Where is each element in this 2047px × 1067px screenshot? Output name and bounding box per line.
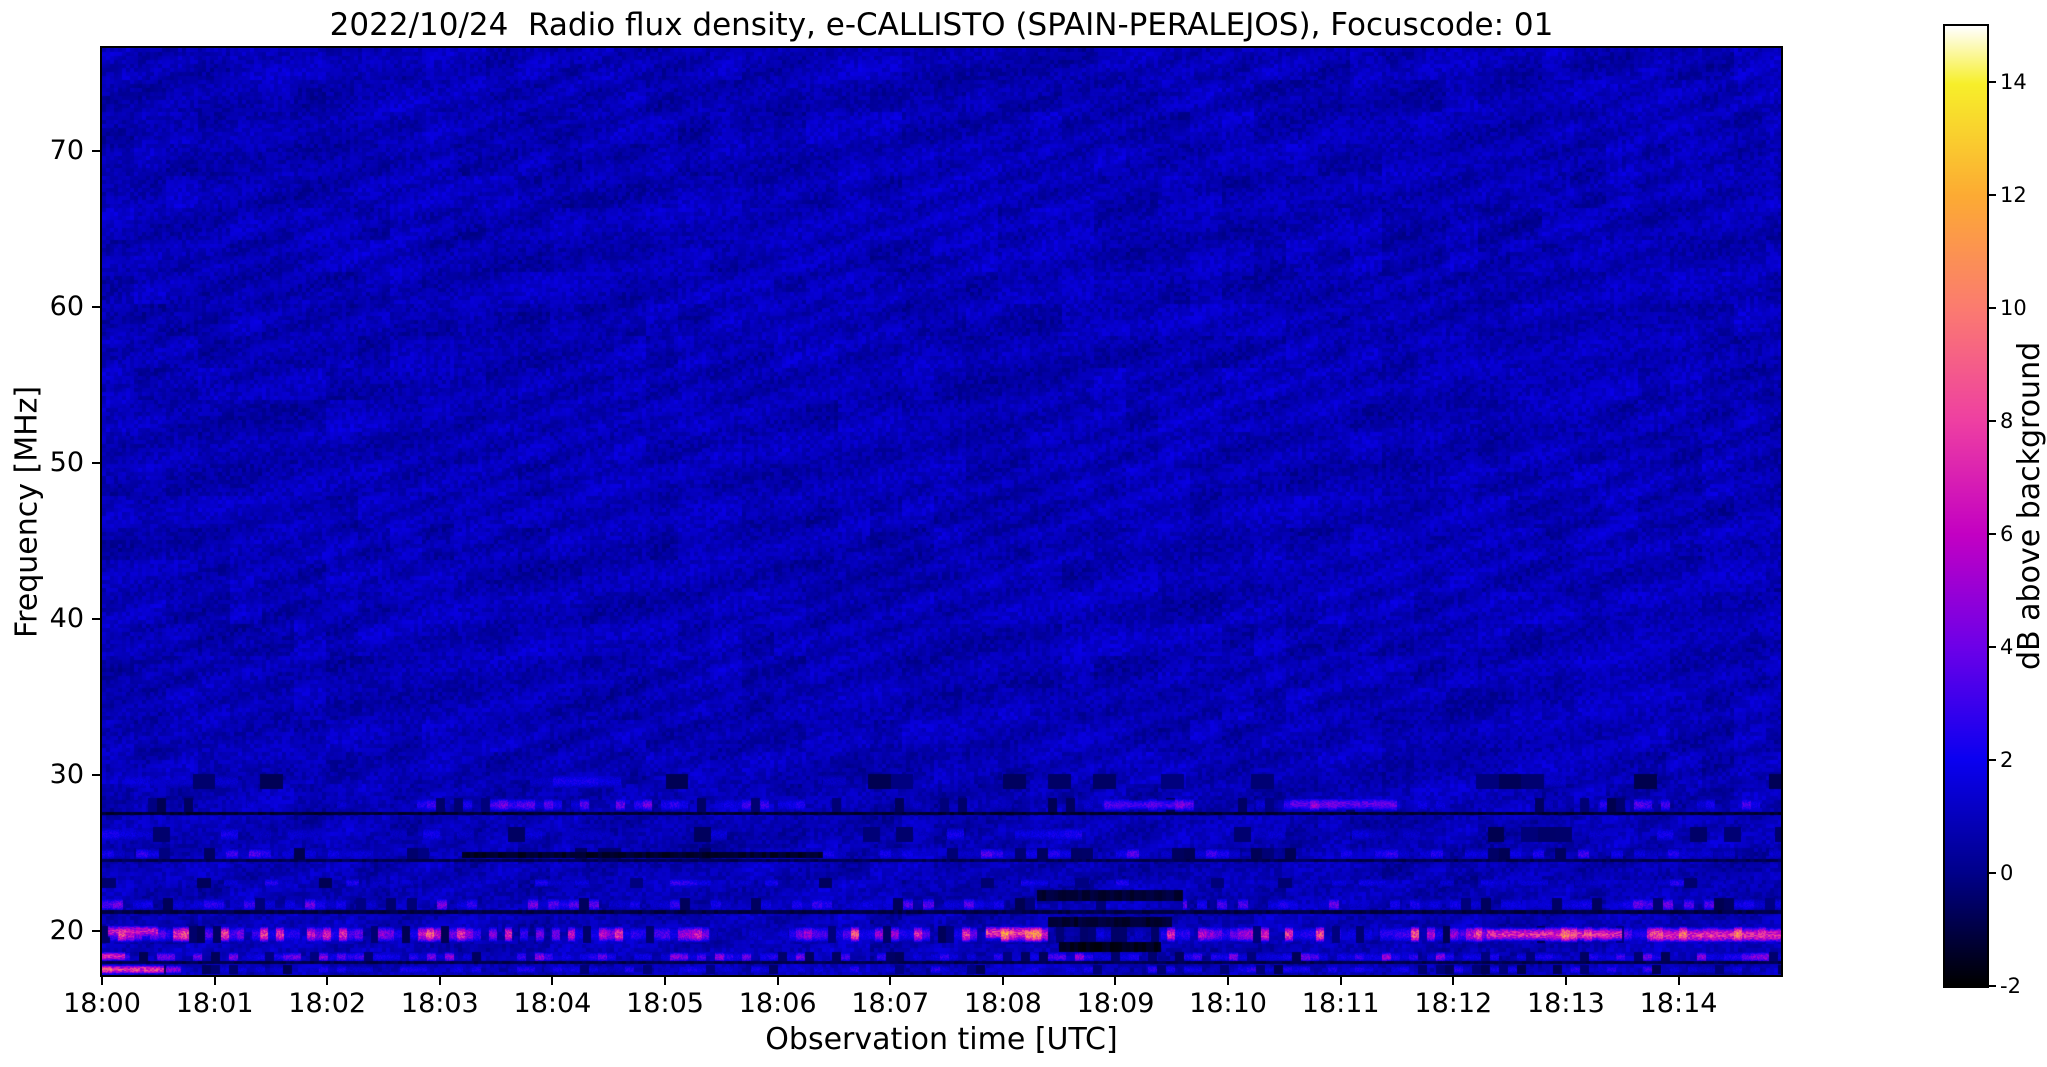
colorbar-tick-mark xyxy=(1989,420,1996,423)
colorbar-tick-mark xyxy=(1989,985,1996,987)
x-tick-label: 18:01 xyxy=(175,988,254,1019)
colorbar-label: dB above background xyxy=(2012,341,2047,671)
colorbar-tick-mark xyxy=(1989,646,1996,649)
x-tick-label: 18:11 xyxy=(1301,988,1380,1019)
x-tick-mark xyxy=(438,977,441,985)
x-tick-label: 18:10 xyxy=(1189,988,1267,1019)
colorbar-tick-mark xyxy=(1989,81,1996,84)
colorbar-tick-mark xyxy=(1989,872,1996,875)
x-tick-label: 18:07 xyxy=(851,988,930,1019)
y-tick-mark xyxy=(92,462,100,465)
x-axis-label: Observation time [UTC] xyxy=(765,1022,1118,1057)
x-tick-label: 18:09 xyxy=(1076,988,1155,1019)
y-tick-mark xyxy=(92,306,100,309)
x-tick-label: 18:06 xyxy=(738,988,817,1019)
x-tick-mark xyxy=(326,977,329,985)
x-tick-label: 18:12 xyxy=(1414,988,1493,1019)
x-tick-mark xyxy=(1339,977,1342,985)
x-tick-mark xyxy=(1227,977,1230,985)
x-tick-mark xyxy=(889,977,892,985)
colorbar-tick-mark xyxy=(1989,194,1996,197)
x-tick-mark xyxy=(1677,977,1680,985)
x-tick-label: 18:00 xyxy=(63,988,141,1019)
x-tick-label: 18:05 xyxy=(626,988,704,1019)
spectrogram-canvas xyxy=(102,48,1781,975)
y-axis-label: Frequency [MHz] xyxy=(9,385,45,638)
x-tick-label: 18:13 xyxy=(1527,988,1605,1019)
x-tick-mark xyxy=(101,977,103,985)
y-tick-mark xyxy=(92,618,100,621)
x-tick-label: 18:14 xyxy=(1639,988,1718,1019)
x-tick-mark xyxy=(551,977,554,985)
colorbar-canvas xyxy=(1945,26,1987,986)
y-tick-mark xyxy=(92,774,100,777)
chart-title: 2022/10/24 Radio flux density, e-CALLIST… xyxy=(329,7,1554,43)
x-tick-mark xyxy=(776,977,779,985)
x-tick-label: 18:02 xyxy=(288,988,367,1019)
y-tick-mark xyxy=(92,930,100,933)
x-tick-mark xyxy=(1114,977,1117,985)
x-tick-label: 18:08 xyxy=(963,988,1042,1019)
x-tick-mark xyxy=(1564,977,1567,985)
x-tick-mark xyxy=(1001,977,1004,985)
x-tick-mark xyxy=(664,977,667,985)
colorbar-tick-mark xyxy=(1989,533,1996,536)
x-tick-label: 18:04 xyxy=(513,988,592,1019)
x-tick-mark xyxy=(213,977,216,985)
colorbar-tick-mark xyxy=(1989,759,1996,762)
colorbar-tick-mark xyxy=(1989,307,1996,310)
y-tick-mark xyxy=(92,150,100,152)
x-tick-label: 18:03 xyxy=(400,988,479,1019)
x-tick-mark xyxy=(1452,977,1455,985)
